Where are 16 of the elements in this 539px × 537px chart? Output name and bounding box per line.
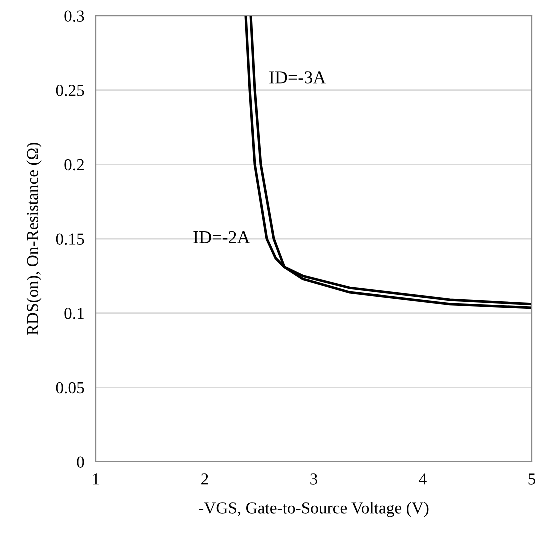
y-tick-label: 0.05 <box>56 382 84 394</box>
y-axis-title: RDS(on), On-Resistance (Ω) <box>26 143 42 336</box>
series-label: ID=-3A <box>270 72 326 84</box>
y-tick-label: 0.3 <box>64 10 84 22</box>
y-tick-label: 0.15 <box>56 234 84 246</box>
y-tick-label: 0.2 <box>64 159 84 171</box>
y-tick-label: 0 <box>77 456 84 468</box>
x-axis-title: -VGS, Gate-to-Source Voltage (V) <box>199 502 429 518</box>
y-tick-label: 0.25 <box>56 85 84 96</box>
series-label: ID=-2A <box>194 231 250 244</box>
x-tick-label: 5 <box>528 474 536 485</box>
y-tick-label: 0.1 <box>64 308 84 320</box>
x-tick-label: 4 <box>419 474 427 485</box>
x-tick-label: 2 <box>202 474 208 485</box>
x-tick-label: 3 <box>310 474 318 485</box>
x-tick-label: 1 <box>93 474 100 485</box>
